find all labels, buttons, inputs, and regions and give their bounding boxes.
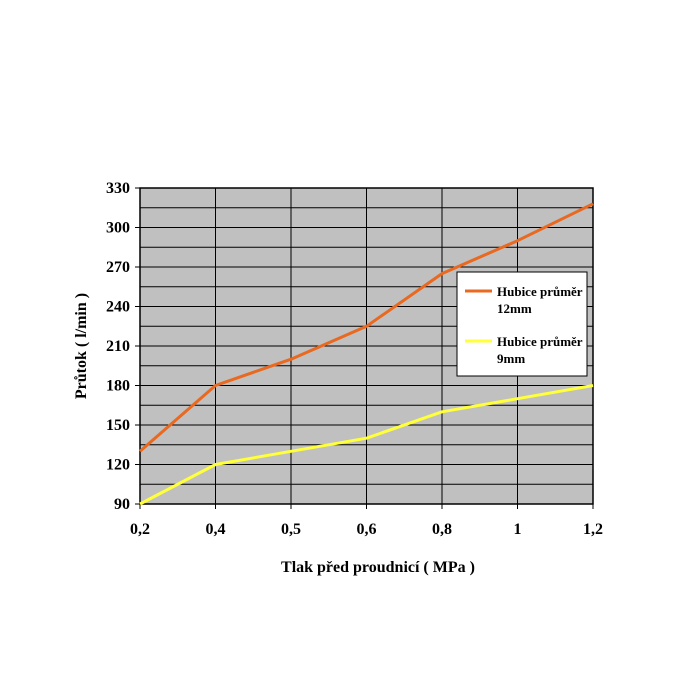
y-tick-label: 150 bbox=[106, 417, 130, 434]
x-tick-label: 1,2 bbox=[583, 521, 603, 538]
y-tick-label: 300 bbox=[106, 220, 130, 237]
legend-label-12mm-line1: Hubice průměr bbox=[497, 284, 583, 299]
x-axis-title: Tlak před proudnicí ( MPa ) bbox=[281, 559, 475, 576]
series-line-1 bbox=[139, 384, 594, 506]
y-axis-ticks: 90 120 150 180 210 240 270 300 330 bbox=[106, 180, 140, 513]
x-axis-ticks: 0,2 0,4 0,5 0,6 0,8 1 1,2 bbox=[130, 504, 603, 538]
y-tick-label: 180 bbox=[106, 378, 130, 395]
y-tick-label: 210 bbox=[106, 338, 130, 355]
series-lines bbox=[139, 202, 594, 506]
legend-label-9mm-line2: 9mm bbox=[497, 351, 525, 366]
legend-label-9mm-line1: Hubice průměr bbox=[497, 334, 583, 349]
legend: Hubice průměr 12mm Hubice průměr 9mm bbox=[456, 271, 588, 377]
x-tick-label: 0,8 bbox=[432, 521, 452, 538]
series-line-0 bbox=[139, 202, 594, 453]
y-tick-label: 270 bbox=[106, 259, 130, 276]
legend-box bbox=[456, 271, 588, 377]
y-tick-label: 330 bbox=[106, 180, 130, 197]
y-axis-title: Průtok ( l/min ) bbox=[73, 293, 90, 399]
y-tick-label: 240 bbox=[106, 299, 130, 316]
y-tick-label: 120 bbox=[106, 457, 130, 474]
x-tick-label: 0,5 bbox=[281, 521, 301, 538]
x-tick-label: 0,6 bbox=[357, 521, 377, 538]
x-tick-label: 0,4 bbox=[206, 521, 226, 538]
x-tick-label: 0,2 bbox=[130, 521, 150, 538]
y-tick-label: 90 bbox=[114, 496, 130, 513]
legend-label-12mm-line2: 12mm bbox=[497, 301, 532, 316]
x-tick-label: 1 bbox=[514, 521, 522, 538]
